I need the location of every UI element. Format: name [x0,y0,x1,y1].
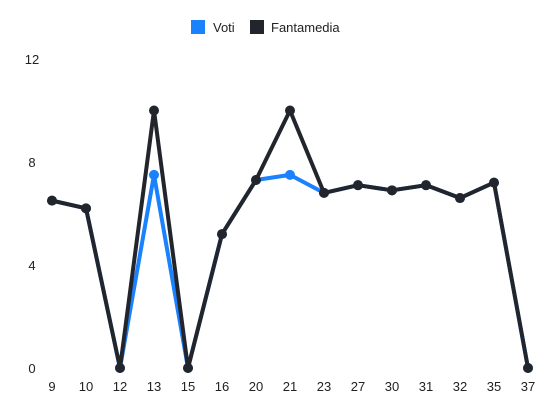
x-tick-label: 31 [419,379,433,394]
x-tick-label: 9 [48,379,55,394]
x-tick-label: 30 [385,379,399,394]
data-point-voti [285,169,295,180]
data-point-fantamedia [319,187,329,198]
x-tick-label: 27 [351,379,365,394]
data-point-fantamedia [81,203,91,214]
x-tick-label: 20 [249,379,263,394]
data-point-fantamedia [523,363,533,373]
x-tick-label: 12 [113,379,127,394]
x-tick-label: 13 [147,379,161,394]
y-tick-label: 0 [28,361,35,376]
x-tick-label: 21 [283,379,297,394]
y-axis-ticks: 0 4 8 12 [25,52,39,376]
x-tick-label: 15 [181,379,195,394]
data-point-fantamedia [217,229,227,240]
data-point-fantamedia [115,363,125,373]
x-tick-label: 10 [79,379,93,394]
legend-swatch-fantamedia [250,20,264,34]
series-layer [47,105,533,373]
data-point-fantamedia [285,105,295,116]
legend-label-fantamedia: Fantamedia [271,20,340,35]
legend: Voti Fantamedia [191,20,340,35]
series-line-fantamedia [50,108,530,370]
data-point-fantamedia [421,180,431,191]
y-tick-label: 8 [28,155,35,170]
data-point-fantamedia [183,363,193,373]
x-tick-label: 16 [215,379,229,394]
data-point-fantamedia [353,180,363,191]
data-point-fantamedia [149,105,159,116]
legend-swatch-voti [191,20,205,34]
x-axis-ticks: 9 10 12 13 15 16 20 21 23 27 30 31 32 35 37 [48,379,535,394]
data-point-voti [149,169,159,180]
x-tick-label: 23 [317,379,331,394]
x-tick-label: 35 [487,379,501,394]
data-point-fantamedia [251,175,261,186]
data-point-fantamedia [387,185,397,196]
data-point-fantamedia [455,193,465,204]
y-tick-label: 4 [28,258,35,273]
data-point-fantamedia [489,177,499,188]
x-tick-label: 37 [521,379,535,394]
legend-label-voti: Voti [213,20,235,35]
data-point-fantamedia [47,195,57,206]
y-tick-label: 12 [25,52,39,67]
x-tick-label: 32 [453,379,467,394]
